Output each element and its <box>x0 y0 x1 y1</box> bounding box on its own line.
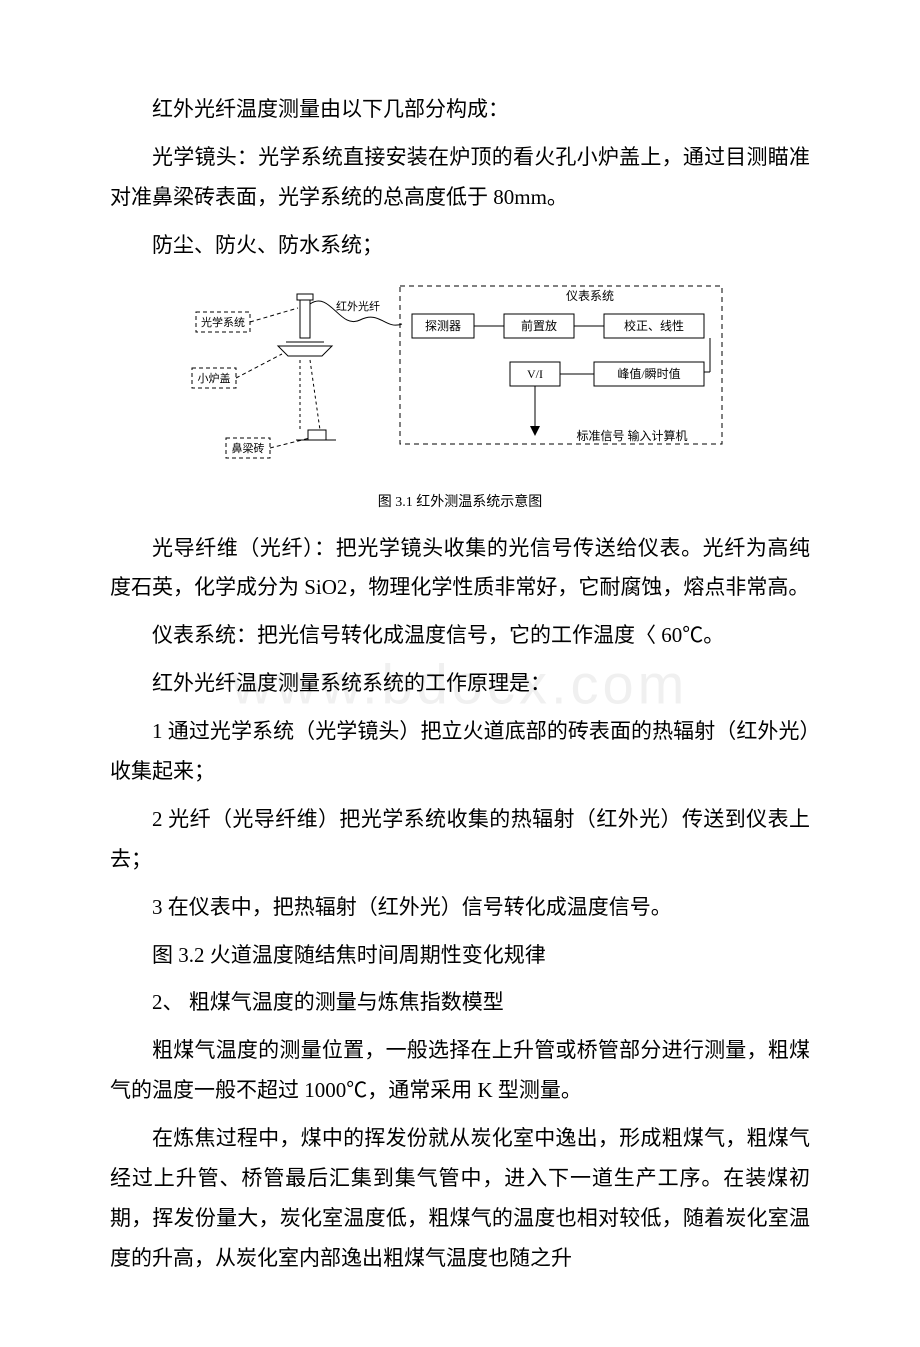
label-preamp: 前置放 <box>521 318 557 333</box>
sight-line <box>310 360 320 430</box>
probe-body <box>300 298 310 338</box>
label-nose-brick: 鼻梁砖 <box>232 441 265 455</box>
paragraph: 2 光纤（光导纤维）把光学系统收集的热辐射（红外光）传送到仪表上去； <box>110 800 810 880</box>
paragraph: 1 通过光学系统（光学镜头）把立火道底部的砖表面的热辐射（红外光）收集起来； <box>110 712 810 792</box>
label-small-lid: 小炉盖 <box>198 371 231 385</box>
label-instrument-system: 仪表系统 <box>566 289 614 303</box>
leader-line <box>250 308 298 322</box>
label-detector: 探测器 <box>425 319 461 333</box>
arrow-head-icon <box>530 426 540 436</box>
probe-cap <box>297 294 313 300</box>
paragraph: 红外光纤温度测量系统系统的工作原理是： <box>110 664 810 704</box>
paragraph: 粗煤气温度的测量位置，一般选择在上升管或桥管部分进行测量，粗煤气的温度一般不超过… <box>110 1031 810 1111</box>
brick-shape <box>308 430 326 440</box>
paragraph: 光导纤维（光纤）：把光学镜头收集的光信号传送给仪表。光纤为高纯度石英，化学成分为… <box>110 529 810 609</box>
label-ir-fiber: 红外光纤 <box>336 299 380 313</box>
paragraph: 在炼焦过程中，煤中的挥发份就从炭化室中逸出，形成粗煤气，粗煤气经过上升管、桥管最… <box>110 1119 810 1279</box>
label-peak: 峰值/瞬时值 <box>617 366 680 381</box>
label-correction: 校正、线性 <box>624 318 684 333</box>
paragraph: 光学镜头：光学系统直接安装在炉顶的看火孔小炉盖上，通过目测瞄准对准鼻梁砖表面，光… <box>110 138 810 218</box>
label-std-signal: 标准信号 输入计算机 <box>576 428 687 443</box>
label-optical-system: 光学系统 <box>201 315 245 329</box>
lid-plate <box>278 346 332 356</box>
paragraph: 图 3.2 火道温度随结焦时间周期性变化规律 <box>110 936 810 976</box>
paragraph: 红外光纤温度测量由以下几部分构成： <box>110 90 810 130</box>
leader-line <box>236 354 282 378</box>
paragraph: 3 在仪表中，把热辐射（红外光）信号转化成温度信号。 <box>110 888 810 928</box>
diagram-ir-system: 光学系统 小炉盖 鼻梁砖 <box>190 280 730 485</box>
paragraph: 防尘、防火、防水系统； <box>110 226 810 266</box>
figure-caption: 图 3.1 红外测温系统示意图 <box>110 491 810 511</box>
label-vi: V/I <box>527 367 543 381</box>
paragraph: 仪表系统：把光信号转化成温度信号，它的工作温度〈 60℃。 <box>110 616 810 656</box>
paragraph: 2、 粗煤气温度的测量与炼焦指数模型 <box>110 983 810 1023</box>
